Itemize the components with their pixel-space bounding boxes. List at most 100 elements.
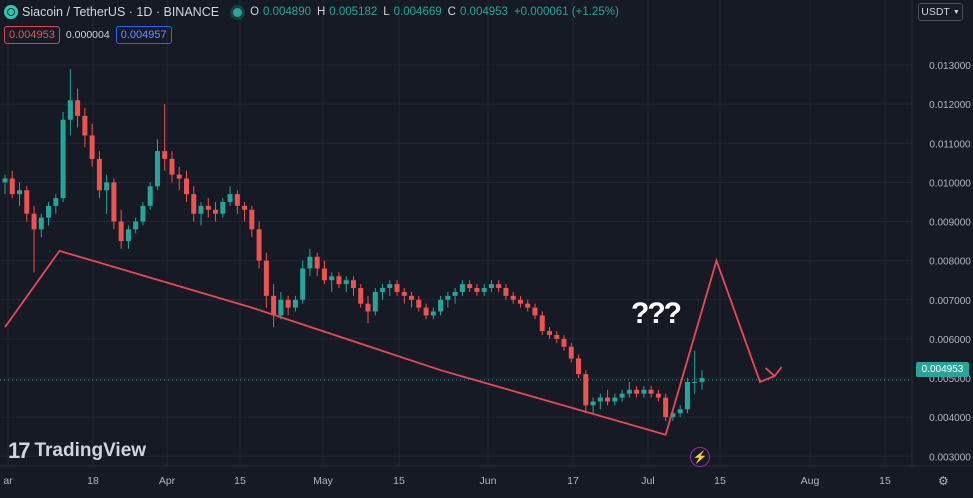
candle-body: [118, 221, 124, 242]
candle-body: [699, 378, 705, 382]
low-label: L: [383, 6, 390, 18]
candle-body: [561, 338, 567, 347]
sell-price-button[interactable]: 0.004953: [4, 26, 60, 44]
y-tick-label: 0.008000: [929, 257, 971, 268]
candle-body: [191, 194, 197, 214]
candle-body: [692, 381, 698, 383]
candle-body: [438, 299, 444, 312]
candle-body: [517, 299, 523, 304]
candle-body: [568, 346, 574, 359]
candle-body: [641, 389, 647, 394]
candle-body: [605, 397, 611, 402]
buy-price-button[interactable]: 0.004957: [115, 26, 172, 44]
symbol-title[interactable]: Siacoin / TetherUS · 1D · BINANCE: [22, 5, 220, 19]
spread-value: 0.000004: [65, 29, 110, 41]
candle-body: [634, 389, 640, 394]
y-tick-label: 0.004000: [929, 413, 971, 424]
candle-body: [343, 280, 349, 285]
candle-body: [140, 205, 146, 222]
candle-body: [576, 358, 582, 375]
candle-body: [496, 284, 502, 289]
candle-body: [31, 213, 37, 230]
open-value: 0.004890: [263, 6, 311, 18]
candle-body: [278, 299, 284, 316]
tradingview-wordmark: TradingView: [34, 440, 147, 461]
lightning-event-icon[interactable]: ⚡: [690, 447, 710, 467]
candle-body: [24, 190, 30, 214]
candle-body: [626, 389, 632, 394]
candle-body: [154, 151, 160, 187]
candle-body: [314, 256, 320, 269]
tradingview-logo-icon: 17: [8, 438, 31, 463]
candle-body: [539, 315, 545, 332]
chart-annotation-text[interactable]: ???: [631, 297, 682, 330]
siacoin-logo-icon: [4, 5, 18, 19]
candle-body: [38, 217, 44, 230]
candle-body: [583, 374, 589, 406]
candle-body: [510, 295, 516, 300]
candle-body: [220, 201, 226, 214]
current-price-tag: 0.004953: [916, 362, 969, 377]
market-status-icon: [233, 7, 243, 17]
y-tick-label: 0.006000: [929, 335, 971, 346]
candle-body: [205, 205, 211, 210]
trend-drawing-line[interactable]: [4, 249, 775, 436]
currency-label: USDT: [921, 6, 950, 18]
candle-body: [89, 135, 95, 159]
candle-body: [467, 284, 473, 289]
high-label: H: [316, 6, 326, 18]
x-tick-label: 15: [714, 475, 726, 487]
symbol-header: Siacoin / TetherUS · 1D · BINANCE O 0.00…: [4, 3, 619, 21]
candle-body: [169, 158, 175, 175]
candle-body: [60, 119, 66, 199]
candle-body: [321, 268, 327, 281]
candle-body: [655, 393, 661, 398]
candle-body: [474, 288, 480, 292]
y-tick-label: 0.012000: [929, 100, 971, 111]
settings-gear-icon[interactable]: ⚙: [938, 474, 949, 488]
candle-body: [198, 205, 204, 214]
candle-body: [271, 295, 277, 316]
candle-body: [401, 291, 407, 296]
candle-body: [590, 401, 596, 406]
candle-body: [619, 393, 625, 398]
candle-body: [96, 158, 102, 191]
candle-body: [358, 288, 364, 304]
y-tick-label: 0.010000: [929, 178, 971, 189]
x-tick-label: 17: [567, 475, 579, 487]
candle-body: [249, 209, 255, 230]
candle-body: [307, 256, 313, 269]
candle-body: [547, 331, 552, 335]
currency-selector[interactable]: USDT ▼: [918, 3, 963, 21]
y-tick-label: 0.003000: [929, 452, 971, 463]
candle-body: [670, 413, 676, 418]
candle-body: [213, 209, 219, 214]
candle-body: [242, 205, 248, 210]
candle-body: [554, 334, 560, 339]
candle-body: [329, 276, 335, 281]
x-tick-label: 15: [393, 475, 405, 487]
y-tick-label: 0.007000: [929, 296, 971, 307]
candle-body: [597, 397, 603, 402]
price-change: +0.000061 (+1.25%): [513, 6, 619, 18]
open-label: O: [250, 6, 260, 18]
candle-body: [452, 291, 458, 296]
candle-body: [292, 299, 298, 308]
candle-body: [387, 284, 393, 289]
candle-body: [612, 397, 618, 402]
candle-body: [67, 100, 73, 120]
candle-body: [75, 100, 81, 116]
tradingview-watermark: 17 TradingView: [8, 438, 146, 464]
candle-body: [53, 198, 59, 206]
y-tick-label: 0.013000: [929, 61, 971, 72]
x-tick-label: Apr: [159, 475, 176, 487]
candle-body: [111, 182, 117, 222]
candle-body: [256, 229, 262, 261]
close-label: C: [447, 6, 456, 18]
candle-body: [459, 284, 465, 292]
candle-body: [409, 295, 415, 300]
x-tick-label: May: [313, 475, 334, 487]
candle-body: [263, 260, 269, 296]
